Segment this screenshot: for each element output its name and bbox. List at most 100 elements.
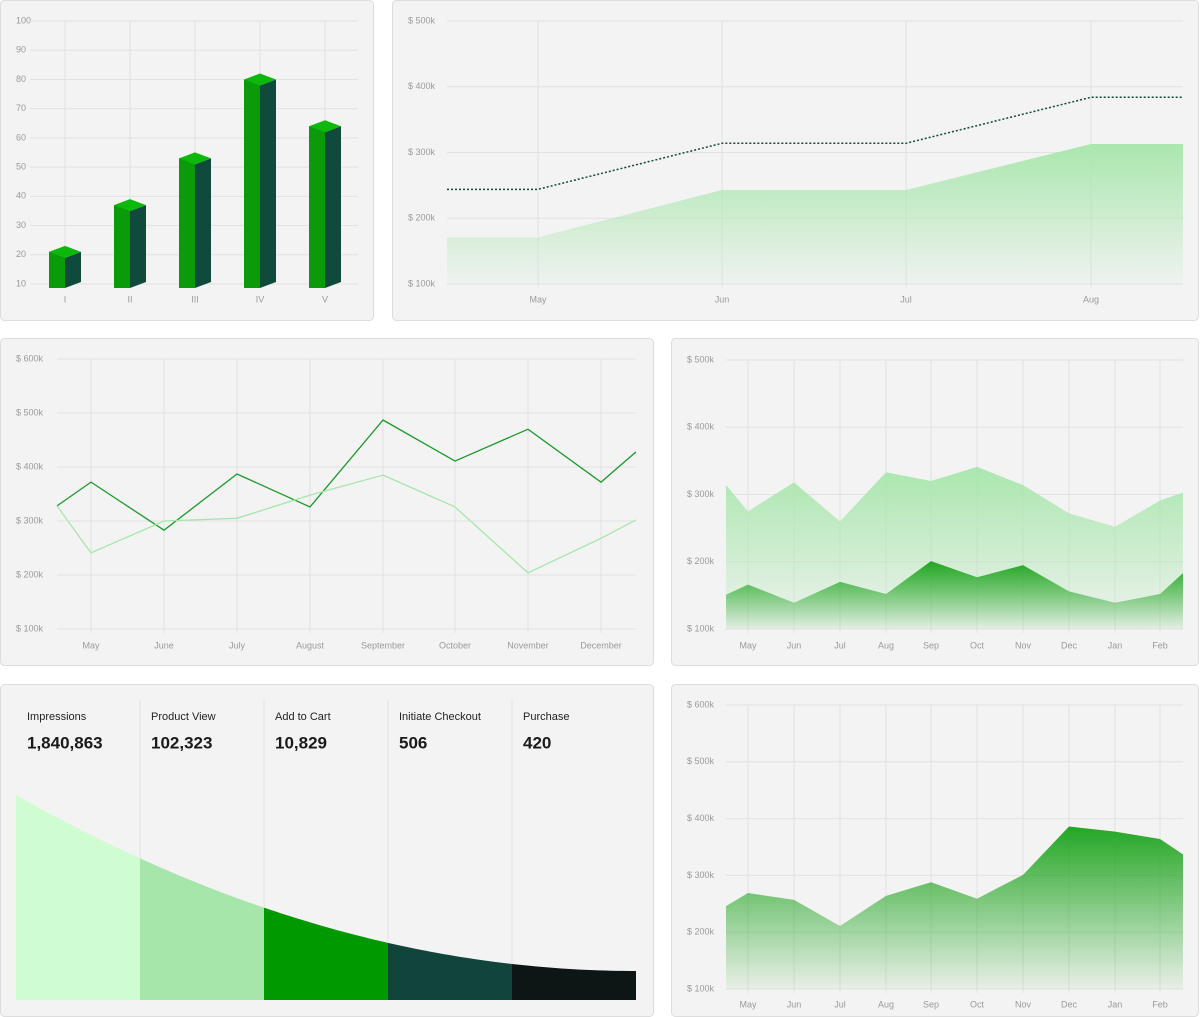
x-tick-label: Jul	[834, 999, 846, 1009]
x-tick-label: Aug	[878, 640, 894, 650]
x-tick-label: Jul	[834, 640, 846, 650]
bar-front	[244, 79, 260, 288]
stage-value: 10,829	[275, 733, 327, 752]
y-tick-label: $ 200k	[408, 213, 436, 223]
bar-top	[49, 245, 81, 258]
y-tick-label: $ 500k	[687, 756, 715, 766]
x-tick-label: July	[229, 640, 246, 650]
bar-side	[325, 126, 341, 288]
funnel-segment	[512, 963, 636, 1000]
x-tick-label: I	[64, 294, 67, 304]
y-tick-label: $ 100k	[408, 278, 436, 288]
y-tick-label: $ 300k	[687, 870, 715, 880]
x-tick-label: May	[739, 640, 757, 650]
x-tick-label: Nov	[1015, 640, 1032, 650]
y-tick-label: 10	[16, 278, 26, 288]
area	[726, 826, 1183, 989]
bar-top	[114, 199, 146, 212]
x-tick-label: Aug	[1083, 294, 1099, 304]
x-tick-label: Sep	[923, 640, 939, 650]
stage-value: 102,323	[151, 733, 212, 752]
x-tick-label: Dec	[1061, 999, 1078, 1009]
y-tick-label: $ 600k	[687, 699, 715, 709]
x-tick-label: May	[739, 999, 757, 1009]
y-tick-label: 70	[16, 103, 26, 113]
funnel-segment	[264, 907, 388, 1000]
y-tick-label: $ 400k	[408, 81, 436, 91]
x-tick-label: August	[296, 640, 325, 650]
x-tick-label: October	[439, 640, 471, 650]
x-tick-label: Jun	[787, 999, 802, 1009]
x-tick-label: Jun	[715, 294, 730, 304]
bar	[179, 152, 211, 288]
x-tick-label: May	[82, 640, 100, 650]
x-tick-label: December	[580, 640, 622, 650]
y-tick-label: 20	[16, 249, 26, 259]
y-tick-label: $ 500k	[16, 407, 44, 417]
bar	[309, 120, 341, 288]
y-tick-label: 60	[16, 132, 26, 142]
y-tick-label: 90	[16, 45, 26, 55]
stage-label: Add to Cart	[275, 711, 331, 723]
y-tick-label: 80	[16, 74, 26, 84]
y-tick-label: 30	[16, 220, 26, 230]
y-tick-label: $ 200k	[687, 556, 715, 566]
x-tick-label: IV	[256, 294, 265, 304]
x-tick-label: Feb	[1152, 640, 1168, 650]
x-tick-label: Aug	[878, 999, 894, 1009]
x-tick-label: May	[529, 294, 547, 304]
x-tick-label: V	[322, 294, 328, 304]
y-tick-label: $ 400k	[687, 813, 715, 823]
y-tick-label: $ 400k	[687, 422, 715, 432]
y-tick-label: $ 300k	[16, 515, 44, 525]
y-tick-label: 50	[16, 161, 26, 171]
bar-top	[244, 73, 276, 86]
x-tick-label: September	[361, 640, 405, 650]
y-tick-label: $ 600k	[16, 353, 44, 363]
x-tick-label: Jan	[1108, 999, 1123, 1009]
bar	[114, 199, 146, 288]
stage-value: 420	[523, 733, 551, 752]
x-tick-label: November	[507, 640, 549, 650]
x-tick-label: Nov	[1015, 999, 1032, 1009]
panel	[0, 338, 654, 666]
x-tick-label: Dec	[1061, 640, 1078, 650]
bar-side	[130, 205, 146, 288]
x-tick-label: III	[191, 294, 199, 304]
bar	[244, 73, 276, 288]
area	[447, 143, 1183, 284]
y-tick-label: $ 100k	[16, 623, 44, 633]
x-tick-label: June	[154, 640, 174, 650]
bar-top	[179, 152, 211, 165]
stage-label: Initiate Checkout	[399, 711, 481, 723]
y-tick-label: 100	[16, 15, 31, 25]
bar-top	[309, 120, 341, 133]
stage-label: Impressions	[27, 711, 87, 723]
y-tick-label: $ 500k	[408, 15, 436, 25]
x-tick-label: Jan	[1108, 640, 1123, 650]
y-tick-label: $ 300k	[408, 147, 436, 157]
bar-front	[179, 158, 195, 288]
stage-label: Product View	[151, 711, 216, 723]
x-tick-label: Sep	[923, 999, 939, 1009]
bar-side	[195, 158, 211, 288]
x-tick-label: Oct	[970, 999, 985, 1009]
y-tick-label: $ 300k	[687, 489, 715, 499]
y-tick-label: 40	[16, 191, 26, 201]
funnel-segment	[16, 795, 140, 1000]
funnel-segment	[140, 858, 264, 1000]
line	[56, 474, 637, 574]
y-tick-label: $ 100k	[687, 623, 715, 633]
stage-value: 506	[399, 733, 427, 752]
y-tick-label: $ 200k	[16, 569, 44, 579]
y-tick-label: $ 500k	[687, 354, 715, 364]
x-tick-label: Jul	[900, 294, 912, 304]
stage-value: 1,840,863	[27, 733, 103, 752]
bar-front	[114, 205, 130, 288]
y-tick-label: $ 400k	[16, 461, 44, 471]
bar-front	[49, 251, 65, 288]
line	[447, 96, 1183, 191]
x-tick-label: Oct	[970, 640, 985, 650]
area	[726, 561, 1183, 629]
